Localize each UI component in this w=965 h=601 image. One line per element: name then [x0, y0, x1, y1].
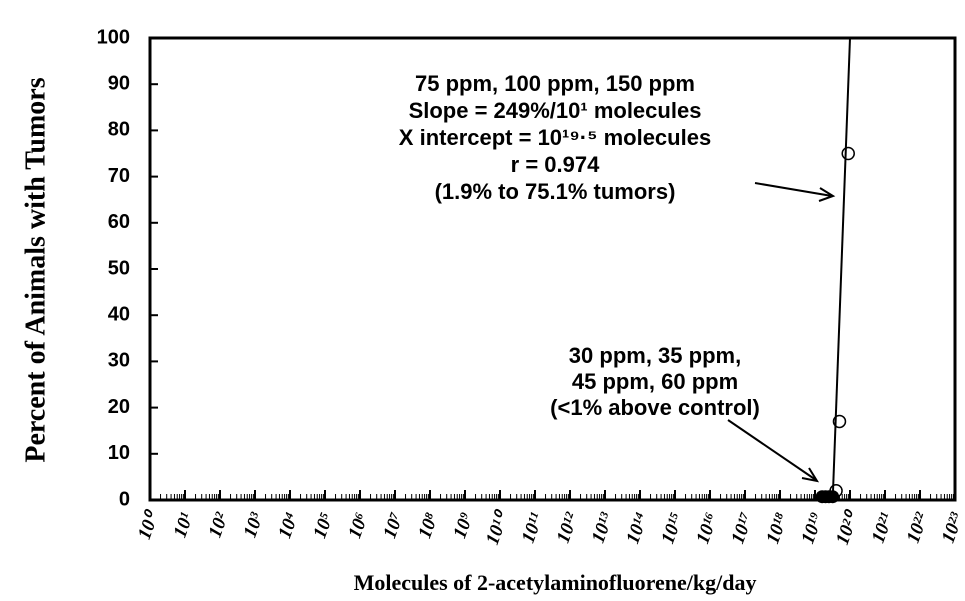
annotation: 45 ppm, 60 ppm	[572, 369, 738, 394]
annotation: (1.9% to 75.1% tumors)	[435, 179, 676, 204]
y-tick-label: 100	[97, 26, 130, 48]
arrows	[727, 182, 836, 483]
x-axis-label: Molecules of 2-acetylaminofluorene/kg/da…	[354, 570, 757, 595]
x-tick-label: 10⁷	[379, 510, 408, 542]
x-tick-label: 10²³	[938, 510, 965, 546]
annotation: X intercept = 10¹⁹·⁵ molecules	[399, 125, 711, 150]
arrowhead	[801, 467, 820, 483]
annotation: 75 ppm, 100 ppm, 150 ppm	[415, 71, 695, 96]
x-tick-label: 10²	[205, 509, 234, 541]
x-tick-label: 10²⁰	[832, 507, 864, 548]
x-tick-label: 10²¹	[868, 510, 898, 546]
x-tick-label: 10¹⁷	[727, 510, 758, 547]
y-tick-label: 60	[108, 211, 130, 233]
x-tick-label: 10³	[240, 510, 268, 541]
x-tick-label: 10⁵	[309, 510, 337, 541]
y-tick-label: 80	[108, 119, 130, 141]
arrowhead	[818, 187, 836, 202]
x-tick-label: 10¹⁶	[692, 510, 722, 547]
y-tick-label: 70	[108, 165, 130, 187]
y-tick-label: 30	[108, 350, 130, 372]
y-tick-label: 40	[108, 303, 130, 325]
y-tick-label: 0	[119, 488, 130, 510]
x-tick-label: 10²²	[903, 509, 934, 546]
x-tick-label: 10⁰	[134, 507, 164, 542]
y-tick-label: 90	[108, 72, 130, 94]
x-tick-label: 10¹⁰	[482, 507, 514, 548]
annotation: Slope = 249%/10¹ molecules	[409, 98, 702, 123]
x-tick-label: 10¹⁸	[762, 510, 792, 547]
x-tick-label: 10⁶	[344, 510, 372, 541]
annotation: 30 ppm, 35 ppm,	[569, 343, 741, 368]
y-tick-label: 20	[108, 396, 130, 418]
x-tick-label: 10¹³	[588, 510, 618, 546]
x-tick-label: 10¹	[170, 510, 198, 541]
y-tick-label: 50	[108, 257, 130, 279]
arrow	[727, 419, 817, 481]
fit-line	[831, 37, 851, 501]
annotation: (<1% above control)	[550, 395, 760, 420]
x-tick-label: 10¹¹	[518, 510, 548, 546]
x-tick-label: 10¹⁴	[622, 510, 653, 547]
open-point	[841, 146, 855, 161]
x-tick-label: 10⁹	[449, 510, 478, 542]
y-axis-label: Percent of Animals with Tumors	[20, 77, 51, 462]
annotation: r = 0.974	[511, 152, 600, 177]
arrow	[754, 182, 833, 197]
x-tick-label: 10¹⁹	[797, 510, 828, 547]
y-tick-label: 10	[108, 442, 130, 464]
x-tick-label: 10¹²	[553, 509, 584, 546]
x-tick-label: 10¹⁵	[657, 510, 687, 547]
x-tick-label: 10⁴	[274, 510, 303, 542]
x-tick-label: 10⁸	[414, 510, 442, 541]
